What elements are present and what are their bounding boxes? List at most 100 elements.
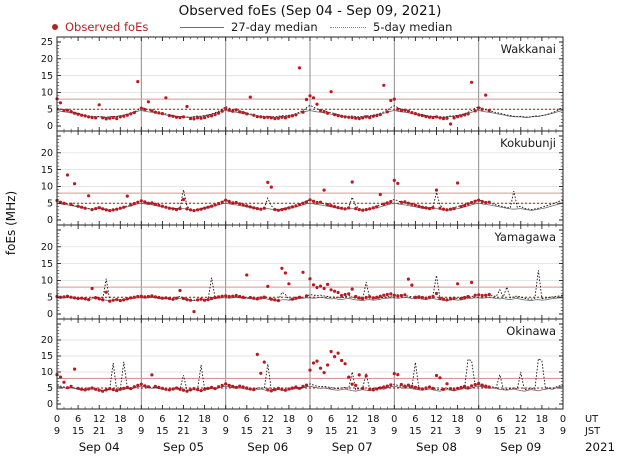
ut-tick-label: 12: [93, 414, 105, 425]
y-tick-label: 0: [47, 215, 53, 226]
y-tick-label: 15: [41, 71, 53, 82]
day-label: Sep 05: [163, 440, 204, 454]
legend-item-observed: Observed foEs: [52, 20, 148, 34]
chart-legend: Observed foEs 27-day median 5-day median: [0, 0, 640, 36]
jst-tick-label: 15: [494, 426, 506, 437]
ut-tick-label: 6: [328, 414, 334, 425]
jst-tick-label: 3: [539, 426, 545, 437]
jst-tick-label: 15: [72, 426, 84, 437]
dotted-line-icon: [330, 26, 366, 28]
ut-tick-label: 6: [497, 414, 503, 425]
ut-tick-label: 0: [391, 414, 397, 425]
x-axis: 0961512211830961512211830961512211830961…: [54, 414, 615, 454]
minor-ticks: [57, 37, 563, 131]
jst-tick-label: 9: [391, 426, 397, 437]
station-label: Okinawa: [506, 324, 556, 338]
ut-tick-label: 12: [430, 414, 442, 425]
jst-tick-label: 3: [201, 426, 207, 437]
median27-line: [56, 110, 564, 118]
jst-tick-label: 9: [307, 426, 313, 437]
observed-series: [55, 266, 491, 314]
major-ticks: [56, 319, 564, 409]
panel-wakkanai: 0 5 10 15 20 25 Wakkanai: [41, 36, 564, 132]
ut-tick-label: 12: [177, 414, 189, 425]
jst-unit-label: JST: [584, 426, 601, 437]
y-tick-label: 5: [47, 198, 53, 209]
chart-title: Observed foEs (Sep 04 - Sep 09, 2021): [178, 3, 442, 19]
ut-tick-label: 18: [536, 414, 548, 425]
ut-tick-label: 6: [75, 414, 81, 425]
ut-tick-label: 6: [159, 414, 165, 425]
jst-tick-label: 15: [241, 426, 253, 437]
panel-okinawa: 0 5 10 15 20 Okinawa: [41, 318, 564, 410]
y-tick-label: 5: [47, 104, 53, 115]
y-tick-label: 20: [41, 242, 53, 253]
major-ticks: [56, 131, 564, 225]
observed-series: [55, 349, 491, 393]
ut-tick-label: 18: [367, 414, 379, 425]
jst-tick-label: 9: [476, 426, 482, 437]
jst-tick-label: 21: [430, 426, 442, 437]
jst-tick-label: 9: [138, 426, 144, 437]
jst-tick-label: 21: [262, 426, 274, 437]
jst-tick-label: 9: [54, 426, 60, 437]
station-label: Wakkanai: [501, 42, 556, 56]
ut-tick-label: 0: [307, 414, 313, 425]
ut-tick-label: 0: [223, 414, 229, 425]
major-ticks: [56, 37, 564, 131]
panel-kokubunji: 0 5 10 15 20 Kokubunji: [41, 130, 564, 226]
legend-label-observed: Observed foEs: [65, 20, 149, 34]
median27-line: [56, 202, 564, 211]
ut-unit-label: UT: [585, 414, 599, 425]
legend-item-27day-median: 27-day median: [180, 20, 318, 34]
ut-tick-label: 0: [560, 414, 566, 425]
ut-tick-label: 12: [346, 414, 358, 425]
y-tick-label: 5: [47, 292, 53, 303]
jst-tick-label: 15: [325, 426, 337, 437]
legend-label-27day: 27-day median: [231, 20, 318, 34]
jst-tick-label: 3: [286, 426, 292, 437]
y-tick-label: 20: [41, 54, 53, 65]
day-label: Sep 08: [416, 440, 457, 454]
ut-tick-label: 6: [412, 414, 418, 425]
jst-tick-label: 21: [515, 426, 527, 437]
ut-tick-label: 12: [262, 414, 274, 425]
median27-line: [56, 385, 564, 392]
day-label: Sep 06: [247, 440, 288, 454]
ut-tick-label: 0: [54, 414, 60, 425]
y-axis-label: foEs (MHz): [4, 191, 18, 255]
y-tick-label: 25: [41, 37, 53, 48]
ut-tick-label: 6: [244, 414, 250, 425]
panel-yamagawa: 0 5 10 15 20 Yamagawa: [41, 224, 564, 320]
jst-tick-label: 21: [346, 426, 358, 437]
station-label: Kokubunji: [500, 136, 556, 150]
legend-item-5day-median: 5-day median: [330, 20, 452, 34]
y-tick-label: 0: [47, 309, 53, 320]
ut-tick-label: 12: [515, 414, 527, 425]
y-tick-label: 5: [47, 383, 53, 394]
ut-tick-label: 18: [283, 414, 295, 425]
ut-tick-label: 18: [114, 414, 126, 425]
ut-tick-label: 0: [476, 414, 482, 425]
jst-tick-label: 21: [93, 426, 105, 437]
ut-tick-label: 18: [451, 414, 463, 425]
minor-ticks: [57, 225, 563, 319]
day-label: Sep 09: [500, 440, 541, 454]
day-label: Sep 04: [79, 440, 120, 454]
jst-tick-label: 9: [223, 426, 229, 437]
y-tick-label: 0: [47, 399, 53, 410]
jst-tick-label: 15: [409, 426, 421, 437]
jst-tick-label: 9: [560, 426, 566, 437]
y-tick-label: 10: [41, 88, 53, 99]
major-ticks: [56, 225, 564, 319]
red-dot-marker-icon: [52, 24, 58, 30]
y-tick-label: 15: [41, 259, 53, 270]
jst-tick-label: 3: [370, 426, 376, 437]
minor-ticks: [57, 319, 563, 409]
y-tick-label: 0: [47, 121, 53, 132]
station-label: Yamagawa: [493, 230, 556, 244]
observed-series: [55, 66, 491, 126]
ut-tick-label: 0: [138, 414, 144, 425]
